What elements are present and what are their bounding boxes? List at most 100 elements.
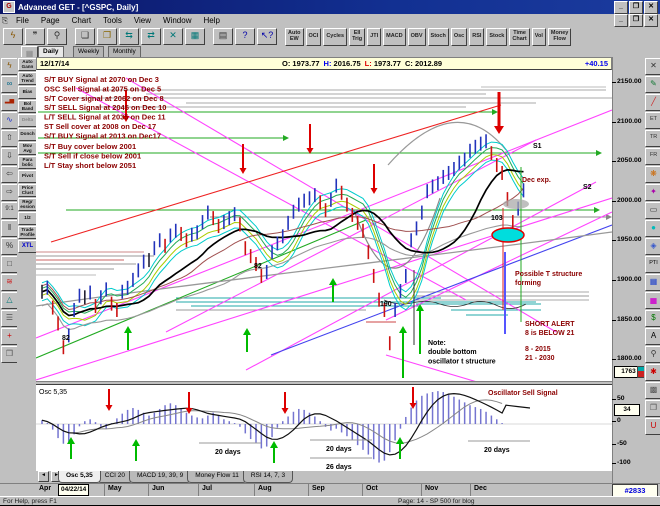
elliott-wave-icon[interactable]: ∿ xyxy=(1,112,18,129)
study-bars-icon[interactable]: ▂▅ xyxy=(1,94,18,111)
study-button-time-chart[interactable]: Time Chart xyxy=(509,27,530,46)
minimize-button[interactable]: _ xyxy=(614,0,628,14)
document-close-button[interactable]: ✕ xyxy=(644,14,658,27)
ratio-icon[interactable]: 9:1 xyxy=(1,202,18,219)
study-tab-5[interactable]: RSI 14, 7, 3 xyxy=(242,471,294,483)
undo-icon[interactable]: U xyxy=(645,418,660,435)
study-donch[interactable]: Donch xyxy=(18,128,37,141)
lines-toggle-icon[interactable]: ≋ xyxy=(1,274,18,291)
open-layout-icon[interactable]: ❐ xyxy=(97,28,117,45)
study-price-clust[interactable]: Price Clust xyxy=(18,184,37,197)
menu-help[interactable]: Help xyxy=(203,16,220,25)
hotkey-icon[interactable]: ϟ xyxy=(3,28,23,45)
delete-drawing-icon[interactable]: ✕ xyxy=(645,58,660,75)
tab-daily[interactable]: Daily xyxy=(38,46,64,58)
study-button-stock[interactable]: Stock xyxy=(486,27,508,46)
study-button-jti[interactable]: JTI xyxy=(367,27,382,46)
profit-icon[interactable]: $ xyxy=(645,310,660,327)
study-mov-avg[interactable]: Mov Avg xyxy=(18,142,37,155)
levels-icon[interactable]: ☰ xyxy=(1,310,18,327)
study-delta[interactable]: Delta xyxy=(18,114,37,127)
context-help-icon[interactable]: ↖? xyxy=(257,28,277,45)
close-button[interactable]: ✕ xyxy=(644,0,658,14)
study-regr-ession[interactable]: Regr ession xyxy=(18,198,37,211)
mob-icon[interactable]: ◈ xyxy=(645,238,660,255)
new-page-icon[interactable]: ▦ xyxy=(185,28,205,45)
ellipse-tool-icon[interactable]: ● xyxy=(645,220,660,237)
colors-icon[interactable]: ✱ xyxy=(645,364,660,381)
pane-splitter[interactable] xyxy=(36,381,612,385)
study-button-stoch[interactable]: Stoch xyxy=(427,27,449,46)
print-icon[interactable]: ▤ xyxy=(213,28,233,45)
hand-tool-icon[interactable]: ϟ xyxy=(1,58,18,75)
study-para-bolic[interactable]: Para bolic xyxy=(18,156,37,169)
study-xtl[interactable]: XTL xyxy=(18,240,37,253)
maximize-button[interactable]: ❐ xyxy=(629,0,643,14)
menu-page[interactable]: Page xyxy=(40,16,60,25)
menu-file[interactable]: File xyxy=(16,16,29,25)
price-chart-canvas[interactable]: S/T BUY Signal at 2070 on Dec 3 OSC Sell … xyxy=(35,70,613,423)
tab-weekly[interactable]: Weekly xyxy=(73,46,105,58)
study-pivot[interactable]: Pivot xyxy=(18,170,37,183)
document-minimize-button[interactable]: _ xyxy=(614,14,628,27)
study-button-auto-ew[interactable]: Auto EW xyxy=(285,27,304,46)
help-icon[interactable]: ? xyxy=(235,28,255,45)
box-select-icon[interactable]: □ xyxy=(1,256,18,273)
pencil-tool-icon[interactable]: ✎ xyxy=(645,76,660,93)
study-trade-profile[interactable]: Trade Profile xyxy=(18,226,37,239)
gann-angles-icon[interactable]: △ xyxy=(1,292,18,309)
oscillator-canvas[interactable]: Osc 5,35 Oscillator Sell Signal 20 days 20 … xyxy=(36,384,612,472)
study-tab-1[interactable]: Osc 5,35 xyxy=(58,471,101,483)
quote-icon[interactable]: ❞ xyxy=(25,28,45,45)
copy-right-icon[interactable]: ⇄ xyxy=(141,28,161,45)
time-ratio-icon[interactable]: TR xyxy=(645,130,660,147)
study-tab-2[interactable]: CCI 20 xyxy=(96,471,133,483)
study-button-osc[interactable]: Osc xyxy=(450,27,468,46)
study-button-cycles[interactable]: Cycles xyxy=(323,27,348,46)
new-chart-icon[interactable]: ❏ xyxy=(75,28,95,45)
fib-retrace-icon[interactable]: FR xyxy=(645,148,660,165)
study-button-money-flow[interactable]: Money Flow xyxy=(547,27,572,46)
study-button-ell-trig[interactable]: Ell Trig xyxy=(349,27,366,46)
copy-page-icon[interactable]: ❐ xyxy=(645,400,660,417)
elliott-trigger-icon[interactable]: ET xyxy=(645,112,660,129)
study-button-vol[interactable]: Vol xyxy=(531,27,546,46)
study-button-oci[interactable]: OCI xyxy=(305,27,322,46)
text-tool-icon[interactable]: A xyxy=(645,328,660,345)
study-tab-4[interactable]: Money Flow 11 xyxy=(187,471,247,483)
menu-window[interactable]: Window xyxy=(163,16,192,25)
binoculars-icon[interactable]: ∞ xyxy=(1,76,18,93)
scroll-up-icon[interactable]: ⇧ xyxy=(1,130,18,147)
scroll-left-icon[interactable]: ⇦ xyxy=(1,166,18,183)
menu-tools[interactable]: Tools xyxy=(103,16,122,25)
study-auto-gann[interactable]: Auto Gann xyxy=(18,58,37,71)
snap-grid-icon[interactable]: ▩ xyxy=(645,382,660,399)
tab-scroll-left[interactable]: ◄ xyxy=(38,471,49,482)
compress-bars-icon[interactable]: ‖ xyxy=(1,220,18,237)
menu-chart[interactable]: Chart xyxy=(71,16,92,25)
crosshair-icon[interactable]: + xyxy=(1,328,18,345)
zoom-in-icon[interactable]: ⚲ xyxy=(645,346,660,363)
study-tab-3[interactable]: MACD 19, 39, 9 xyxy=(128,471,192,483)
study-button-rsi[interactable]: RSI xyxy=(469,27,485,46)
study-1-2[interactable]: 1/2 xyxy=(18,212,37,225)
tab-monthly[interactable]: Monthly xyxy=(108,46,141,58)
rectangle-tool-icon[interactable]: ▭ xyxy=(645,202,660,219)
exit-chart-icon[interactable]: ❒ xyxy=(1,346,18,363)
gann-fan-icon[interactable]: ✦ xyxy=(645,184,660,201)
scroll-right-icon[interactable]: ⇨ xyxy=(1,184,18,201)
study-auto-trend[interactable]: Auto Trend xyxy=(18,72,37,85)
delete-page-icon[interactable]: ✕ xyxy=(163,28,183,45)
document-maximize-button[interactable]: ❐ xyxy=(629,14,643,27)
make-break-icon[interactable]: ▅ xyxy=(645,292,660,309)
percent-scale-icon[interactable]: % xyxy=(1,238,18,255)
study-button-macd[interactable]: MACD xyxy=(383,27,406,46)
trendline-tool-icon[interactable]: ╱ xyxy=(645,94,660,111)
study-bias[interactable]: Bias xyxy=(18,86,37,99)
pti-icon[interactable]: PTI xyxy=(645,256,660,273)
study-button-obv[interactable]: OBV xyxy=(407,27,426,46)
study-bol-band[interactable]: Bol Band xyxy=(18,100,37,113)
scroll-down-icon[interactable]: ⇩ xyxy=(1,148,18,165)
copy-left-icon[interactable]: ⇆ xyxy=(119,28,139,45)
grid-icon[interactable]: ▦ xyxy=(645,274,660,291)
